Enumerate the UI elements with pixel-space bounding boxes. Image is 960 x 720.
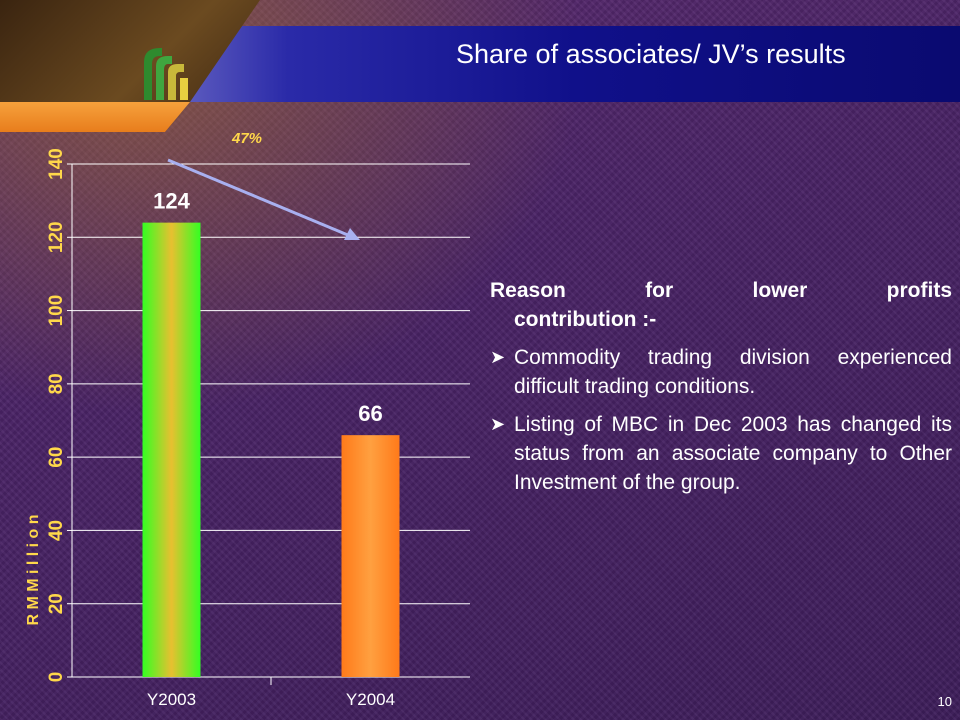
slide-title: Share of associates/ JV’s results [456, 39, 846, 69]
arrow-bullet-icon: ➤ [490, 414, 506, 434]
x-tick-label: Y2003 [147, 690, 196, 709]
data-label: 124 [153, 189, 190, 214]
x-tick-label: Y2004 [346, 690, 395, 709]
reason-panel: Reason for lower profits contribution :-… [490, 276, 952, 497]
reason-heading-line2: contribution :- [514, 308, 657, 331]
y-tick-label: 120 [46, 221, 67, 253]
y-tick-label: 80 [46, 373, 67, 394]
change-arrow [167, 158, 356, 240]
y-tick-label: 140 [46, 148, 67, 180]
bar-y2004 [341, 435, 400, 677]
slide-number: 10 [937, 694, 952, 709]
chart-bars [142, 222, 400, 677]
reason-heading: Reason for lower profits contribution :- [490, 276, 952, 334]
reason-bullet-text: Commodity trading division experienced d… [514, 346, 952, 398]
chart-gridlines [72, 163, 470, 678]
y-tick-label: 60 [46, 447, 67, 468]
orange-accent-tab [0, 102, 190, 132]
chart-labels: 0 20 40 60 80 100 120 140 124 Y2003 66 Y2004 [46, 148, 395, 709]
company-logo-icon [144, 48, 188, 100]
bar-y2003 [142, 222, 201, 677]
data-label: 66 [358, 401, 382, 426]
y-axis-label: R M M i l l i o n [25, 514, 42, 625]
y-tick-label: 40 [46, 520, 67, 541]
chart-axes [67, 163, 470, 685]
y-tick-label: 20 [46, 593, 67, 614]
reason-bullet: ➤ Listing of MBC in Dec 2003 has changed… [490, 410, 952, 497]
change-arrow-head-icon [344, 228, 360, 240]
arrow-bullet-icon: ➤ [490, 347, 506, 367]
y-tick-label: 0 [46, 672, 67, 683]
reason-bullet-text: Listing of MBC in Dec 2003 has changed i… [514, 413, 952, 494]
bar-chart: 0 20 40 60 80 100 120 140 124 Y2003 66 Y2004 R M M … [25, 148, 470, 709]
reason-bullet: ➤ Commodity trading division experienced… [490, 343, 952, 401]
change-percent-label: 47% [232, 130, 263, 147]
reason-heading-line1: Reason for lower profits [490, 279, 952, 302]
y-tick-label: 100 [46, 295, 67, 327]
